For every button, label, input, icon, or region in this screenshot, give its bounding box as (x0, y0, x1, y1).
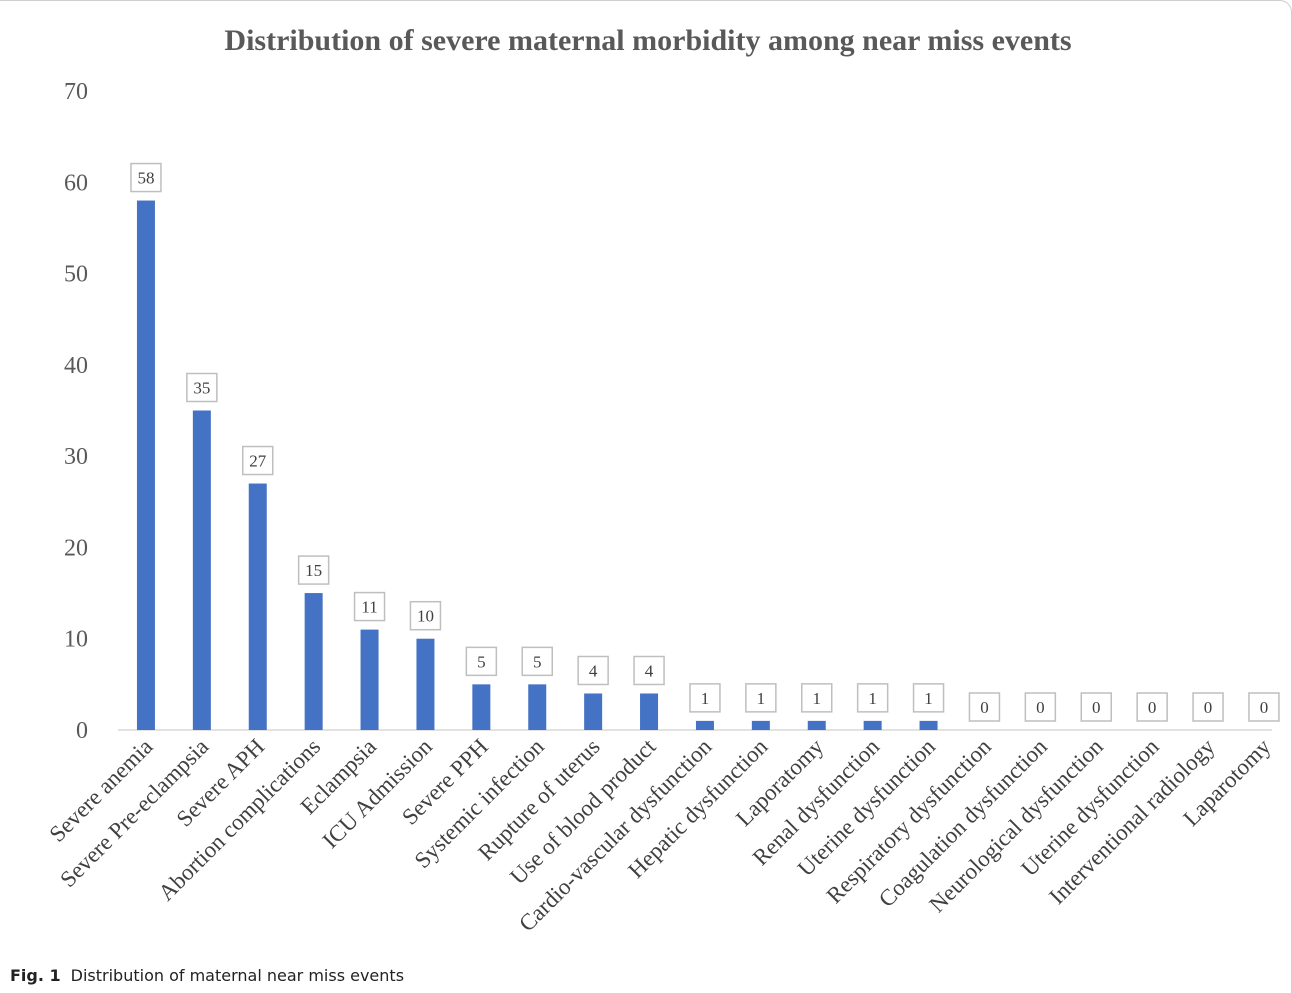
bar (136, 200, 155, 731)
y-tick-label: 60 (64, 170, 88, 196)
data-label: 11 (361, 598, 377, 617)
data-label-box (465, 646, 498, 677)
y-tick-label: 20 (64, 535, 88, 561)
bar (360, 629, 379, 730)
data-label: 1 (924, 689, 933, 708)
data-label-box (689, 683, 721, 713)
data-label-box (1192, 692, 1224, 722)
data-label-box (1136, 692, 1168, 722)
data-label: 27 (249, 452, 267, 471)
figure-caption: Fig. 1 Distribution of maternal near miss… (10, 966, 404, 985)
data-label: 0 (980, 698, 989, 717)
y-tick-label: 10 (64, 627, 88, 653)
data-label-box (1080, 692, 1112, 722)
data-label: 0 (1204, 698, 1213, 717)
bar (863, 720, 882, 730)
y-tick-label: 40 (64, 353, 88, 379)
y-tick-label: 70 (64, 79, 88, 105)
data-label: 4 (645, 661, 654, 680)
bar (751, 720, 770, 730)
data-label-box (745, 683, 777, 713)
data-label: 5 (533, 652, 542, 671)
data-label: 0 (1036, 698, 1045, 717)
data-label: 1 (813, 689, 822, 708)
data-label-box (577, 655, 609, 686)
bar (192, 410, 211, 730)
bar (919, 720, 938, 730)
y-tick-label: 0 (76, 718, 88, 744)
bar (695, 720, 714, 730)
data-label-box (856, 683, 889, 713)
data-label: 1 (701, 689, 710, 708)
data-label-box (130, 162, 162, 193)
caption-text: Distribution of maternal near miss event… (70, 966, 405, 985)
data-label: 15 (305, 561, 322, 580)
y-tick-label: 30 (64, 444, 88, 470)
y-tick-label: 50 (64, 262, 88, 288)
data-label-box (801, 683, 833, 713)
data-label: 0 (1260, 698, 1269, 717)
data-label-box (409, 600, 442, 631)
data-label: 1 (868, 689, 877, 708)
chart-title: Distribution of severe maternal morbidit… (224, 24, 1071, 57)
data-label-box (186, 372, 218, 403)
data-label-box (1248, 692, 1280, 722)
data-label-box (242, 445, 274, 476)
bar (416, 638, 435, 730)
bar (472, 684, 491, 730)
data-label: 0 (1092, 698, 1101, 717)
data-label-box (1024, 692, 1057, 722)
data-label-box (521, 646, 553, 677)
data-label: 1 (757, 689, 766, 708)
data-label: 58 (137, 169, 154, 188)
data-label: 0 (1148, 698, 1157, 717)
bar (248, 483, 267, 730)
bar (807, 720, 826, 730)
bar (584, 693, 603, 730)
bar (528, 684, 547, 730)
data-label-box (633, 655, 665, 686)
caption-label: Fig. 1 (10, 966, 61, 985)
bar (304, 593, 323, 730)
bar (640, 693, 659, 730)
data-label-box (297, 555, 330, 585)
data-label: 5 (477, 652, 486, 671)
data-label: 4 (589, 661, 598, 680)
data-label: 35 (193, 379, 210, 398)
data-label-box (912, 683, 945, 713)
data-label: 10 (417, 607, 434, 626)
y-axis: 0 10 20 30 40 50 60 70 (64, 79, 88, 744)
data-label-box (353, 591, 386, 622)
data-label-box (968, 692, 1001, 722)
